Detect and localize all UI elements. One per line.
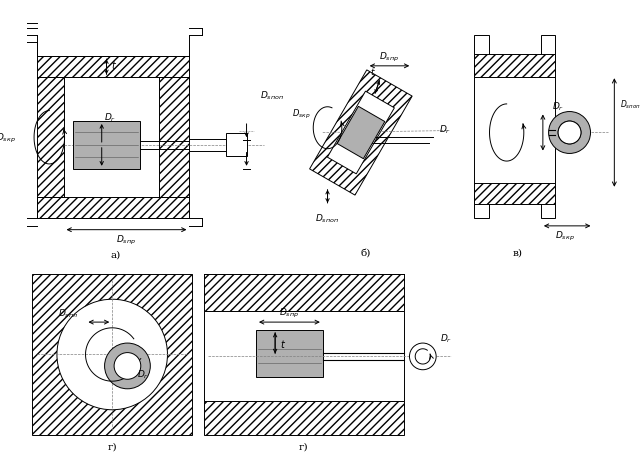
Text: в): в) [512,248,522,257]
Text: $D_{sпл}$: $D_{sпл}$ [59,307,78,319]
Bar [37,78,64,198]
Bar [73,122,140,169]
Text: $D_г$: $D_г$ [439,123,451,136]
Text: $D_{sпр}$: $D_{sпр}$ [116,233,136,246]
Text: г): г) [299,441,309,450]
Polygon shape [310,71,412,196]
Text: $D_{sпр}$: $D_{sпр}$ [279,306,300,319]
Text: $t$: $t$ [280,337,286,349]
Text: $D_{sпр}$: $D_{sпр}$ [379,51,399,64]
Bar [226,134,246,157]
Text: $t$: $t$ [370,66,376,76]
Circle shape [105,344,150,389]
Bar [159,78,190,198]
Bar [204,401,404,435]
Circle shape [558,122,581,145]
Text: $D_г$: $D_г$ [137,368,149,380]
Text: $D_г$: $D_г$ [440,331,452,344]
Text: $D_{sкр}$: $D_{sкр}$ [0,131,16,145]
Text: $D_{sпоп}$: $D_{sпоп}$ [316,212,340,225]
Polygon shape [337,107,385,159]
Bar [37,57,190,78]
Bar [204,311,404,401]
Text: $D_{sкр}$: $D_{sкр}$ [555,229,575,243]
Bar [37,198,190,219]
Bar [204,275,404,311]
Text: а): а) [111,250,121,259]
Bar [64,78,159,198]
Text: $D_{sкр}$: $D_{sкр}$ [292,108,311,121]
Bar [475,55,556,78]
Polygon shape [475,36,556,219]
Polygon shape [327,92,394,174]
Text: $D_{sпоп}$: $D_{sпоп}$ [620,98,641,111]
Bar [256,330,323,378]
Text: г): г) [107,441,117,450]
Circle shape [114,353,141,379]
Circle shape [57,299,167,410]
Text: $D_г$: $D_г$ [104,111,116,123]
Text: $t$: $t$ [111,59,117,71]
Text: б): б) [361,248,371,257]
Bar [32,275,192,435]
Text: $D_г$: $D_г$ [552,101,565,113]
Text: $D_{sпоп}$: $D_{sпоп}$ [260,89,284,101]
Bar [475,183,556,204]
Circle shape [410,344,436,370]
Wedge shape [548,112,590,154]
